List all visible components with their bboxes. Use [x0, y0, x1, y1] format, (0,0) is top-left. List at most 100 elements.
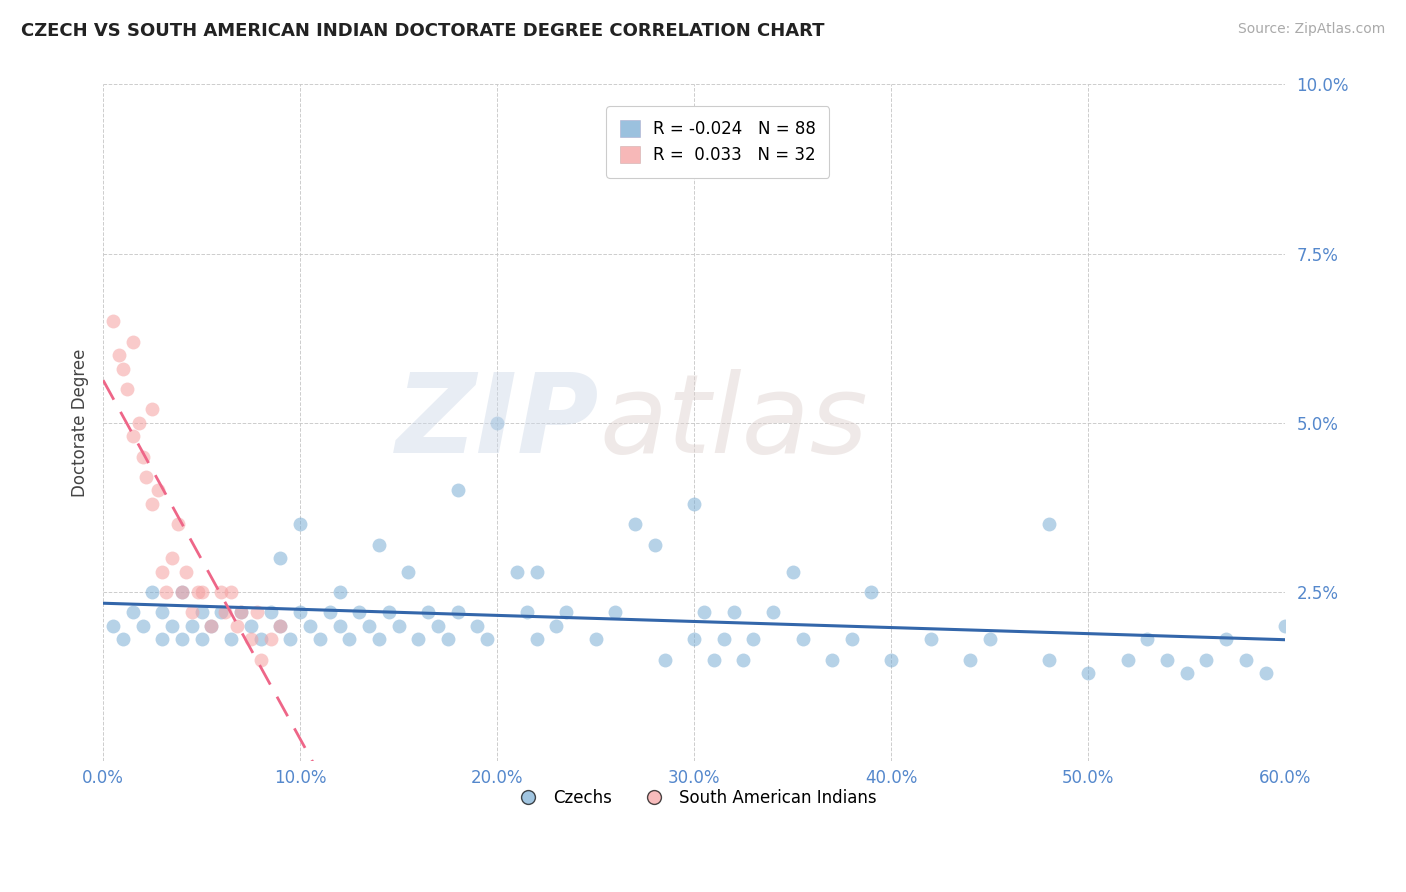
Point [516, 605, 538, 619]
Point [269, 619, 291, 633]
Point [214, 605, 236, 619]
Point [167, 517, 190, 532]
Point [398, 565, 420, 579]
Point [249, 632, 271, 647]
Point [229, 605, 252, 619]
Point [1116, 652, 1139, 666]
Point [585, 632, 607, 647]
Text: atlas: atlas [599, 369, 869, 476]
Point [427, 619, 450, 633]
Point [1215, 632, 1237, 647]
Point [209, 605, 232, 619]
Point [155, 585, 177, 599]
Point [288, 517, 311, 532]
Point [979, 632, 1001, 647]
Point [131, 619, 153, 633]
Point [219, 585, 242, 599]
Point [259, 632, 281, 647]
Point [359, 619, 381, 633]
Point [782, 565, 804, 579]
Point [1156, 652, 1178, 666]
Point [200, 619, 222, 633]
Point [318, 605, 340, 619]
Point [226, 619, 249, 633]
Point [121, 605, 143, 619]
Text: Source: ZipAtlas.com: Source: ZipAtlas.com [1237, 22, 1385, 37]
Point [180, 619, 202, 633]
Point [368, 537, 391, 551]
Point [111, 361, 134, 376]
Point [229, 605, 252, 619]
Point [200, 619, 222, 633]
Point [1254, 666, 1277, 681]
Point [278, 632, 301, 647]
Point [101, 314, 124, 328]
Point [733, 652, 755, 666]
Point [150, 605, 173, 619]
Point [246, 605, 269, 619]
Point [447, 483, 470, 498]
Point [101, 619, 124, 633]
Point [693, 605, 716, 619]
Point [467, 619, 489, 633]
Point [219, 632, 242, 647]
Point [180, 605, 202, 619]
Point [880, 652, 903, 666]
Point [447, 605, 470, 619]
Point [624, 517, 647, 532]
Y-axis label: Doctorate Degree: Doctorate Degree [72, 349, 89, 497]
Point [1077, 666, 1099, 681]
Point [239, 632, 262, 647]
Point [860, 585, 883, 599]
Point [546, 619, 568, 633]
Point [170, 585, 193, 599]
Point [269, 619, 291, 633]
Point [170, 632, 193, 647]
Point [328, 585, 350, 599]
Point [349, 605, 371, 619]
Point [388, 619, 411, 633]
Point [190, 585, 212, 599]
Point [209, 585, 232, 599]
Point [141, 402, 163, 417]
Point [135, 470, 157, 484]
Point [121, 429, 143, 443]
Point [477, 632, 499, 647]
Point [792, 632, 814, 647]
Point [408, 632, 430, 647]
Point [723, 605, 745, 619]
Point [1038, 517, 1060, 532]
Point [108, 348, 131, 362]
Point [288, 605, 311, 619]
Point [141, 497, 163, 511]
Point [1175, 666, 1198, 681]
Point [1038, 652, 1060, 666]
Point [190, 632, 212, 647]
Point [187, 585, 209, 599]
Point [486, 416, 509, 430]
Point [526, 632, 548, 647]
Point [654, 652, 676, 666]
Point [141, 585, 163, 599]
Point [713, 632, 735, 647]
Point [308, 632, 330, 647]
Point [437, 632, 460, 647]
Point [555, 605, 578, 619]
Point [259, 605, 281, 619]
Point [339, 632, 361, 647]
Point [160, 551, 183, 566]
Text: ZIP: ZIP [396, 369, 599, 476]
Point [644, 537, 666, 551]
Point [174, 565, 197, 579]
Point [298, 619, 321, 633]
Point [1274, 619, 1296, 633]
Point [368, 632, 391, 647]
Point [762, 605, 785, 619]
Point [1234, 652, 1257, 666]
Point [506, 565, 529, 579]
Point [249, 652, 271, 666]
Point [150, 565, 173, 579]
Point [605, 605, 627, 619]
Point [959, 652, 981, 666]
Point [148, 483, 170, 498]
